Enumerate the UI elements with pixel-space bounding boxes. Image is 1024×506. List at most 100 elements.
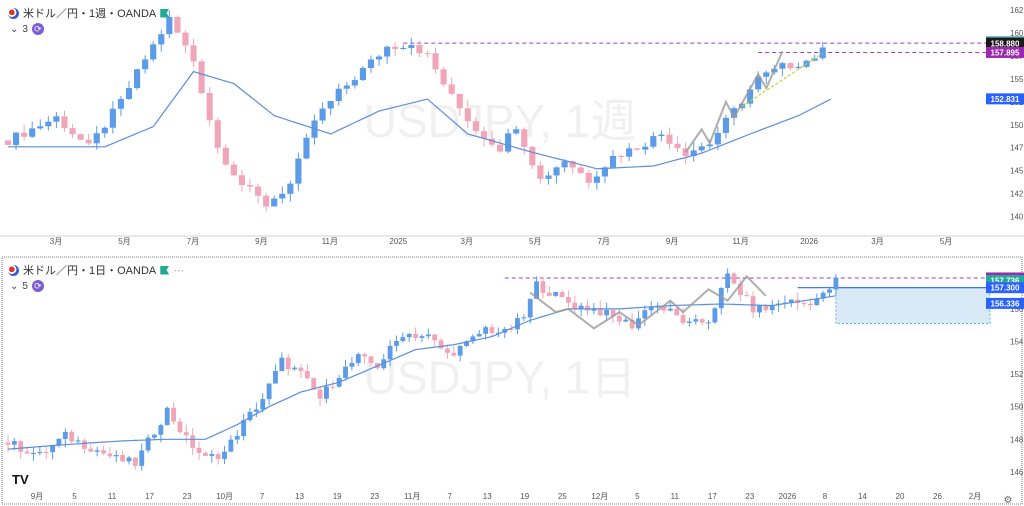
candle-body bbox=[725, 273, 731, 289]
sync-icon[interactable]: ⟳ bbox=[31, 23, 44, 35]
candle-body bbox=[483, 327, 489, 334]
candle-body bbox=[11, 441, 17, 445]
candle-body bbox=[521, 129, 528, 147]
x-tick-label: 20 bbox=[896, 492, 905, 501]
candle bbox=[349, 357, 355, 371]
sync-icon[interactable]: ⟳ bbox=[31, 280, 44, 292]
candle-body bbox=[489, 327, 495, 334]
y-tick-label: 162.500 bbox=[1010, 6, 1024, 15]
y-tick-label: 154.000 bbox=[1010, 337, 1024, 346]
x-tick-label: 11 bbox=[671, 492, 680, 501]
active-pane-frame bbox=[1, 256, 1023, 505]
candle bbox=[712, 307, 718, 324]
x-tick-label: 2月 bbox=[969, 492, 981, 501]
candle-body bbox=[125, 88, 133, 99]
candle-body bbox=[273, 371, 278, 384]
candle-body bbox=[367, 59, 375, 69]
candle bbox=[177, 417, 183, 434]
candle bbox=[553, 166, 560, 184]
collapse-chevron-icon[interactable]: ⌄ bbox=[10, 280, 19, 292]
settings-gear-icon[interactable]: ⚙ bbox=[1004, 495, 1013, 506]
collapse-chevron-icon[interactable]: ⌄ bbox=[10, 23, 19, 35]
top-indicator-row[interactable]: ⌄ 3 ⟳ bbox=[10, 23, 44, 35]
candle bbox=[827, 286, 832, 298]
candle-body bbox=[406, 333, 412, 338]
candle bbox=[731, 271, 737, 285]
candle-body bbox=[408, 45, 415, 49]
candle bbox=[497, 139, 504, 153]
candle bbox=[93, 126, 100, 150]
y-tick-label: 152.000 bbox=[1010, 370, 1024, 379]
y-tick-label: 142.500 bbox=[1010, 190, 1024, 199]
candle bbox=[324, 378, 329, 403]
candle bbox=[472, 117, 479, 134]
candle bbox=[292, 365, 297, 371]
candle-body bbox=[801, 303, 807, 305]
candle bbox=[287, 180, 294, 202]
candle bbox=[540, 277, 546, 299]
candle bbox=[362, 352, 368, 365]
candle-body bbox=[228, 439, 234, 452]
candle-body bbox=[472, 121, 479, 132]
candle-body bbox=[82, 440, 87, 449]
candle bbox=[113, 450, 119, 463]
x-tick-label: 12月 bbox=[591, 492, 608, 501]
candle-body bbox=[609, 155, 617, 168]
candle-body bbox=[190, 435, 196, 448]
candle bbox=[618, 154, 625, 164]
candle-body bbox=[763, 305, 769, 311]
candle bbox=[125, 80, 133, 101]
candle-body bbox=[616, 315, 622, 322]
candle bbox=[480, 126, 487, 147]
candle bbox=[529, 145, 536, 170]
candle-body bbox=[182, 32, 189, 46]
bottom-indicator-row[interactable]: ⌄ 5 ⟳ bbox=[10, 280, 44, 292]
candle bbox=[566, 290, 571, 308]
candle bbox=[489, 323, 495, 336]
candle-body bbox=[198, 61, 205, 94]
candle bbox=[343, 359, 348, 381]
candle bbox=[29, 121, 36, 139]
candle bbox=[158, 29, 165, 52]
candle bbox=[456, 93, 463, 116]
candle bbox=[495, 327, 501, 338]
candle-body bbox=[540, 281, 546, 293]
candle-body bbox=[29, 128, 36, 137]
candle bbox=[101, 445, 106, 456]
candle bbox=[445, 344, 450, 359]
candle-body bbox=[413, 333, 418, 338]
candle bbox=[609, 150, 617, 169]
candle-body bbox=[559, 292, 565, 298]
candle bbox=[470, 334, 476, 344]
candle-body bbox=[464, 341, 469, 346]
candle bbox=[476, 329, 482, 337]
candle bbox=[203, 451, 208, 457]
candle-body bbox=[166, 17, 173, 35]
candle-body bbox=[470, 336, 476, 342]
candle-body bbox=[343, 366, 348, 378]
candle-body bbox=[488, 138, 496, 145]
candle bbox=[222, 144, 229, 167]
candle-body bbox=[134, 69, 141, 89]
candle-body bbox=[246, 185, 254, 187]
more-dots-icon[interactable]: ⋯ bbox=[173, 264, 185, 277]
candle-body bbox=[424, 53, 431, 55]
candle-body bbox=[730, 108, 738, 118]
candle bbox=[515, 313, 520, 334]
candle-body bbox=[795, 66, 802, 69]
candle-body bbox=[285, 357, 291, 370]
candle bbox=[559, 290, 565, 298]
candle bbox=[537, 161, 544, 184]
candle-body bbox=[56, 438, 62, 446]
price-badge-label: 152.831 bbox=[991, 95, 1020, 104]
candle bbox=[648, 300, 654, 315]
candle-body bbox=[690, 150, 697, 157]
candle bbox=[658, 130, 665, 142]
candle-body bbox=[737, 283, 743, 296]
candle bbox=[604, 302, 610, 321]
candle bbox=[77, 133, 84, 141]
candle bbox=[61, 110, 68, 132]
candle-body bbox=[495, 332, 501, 334]
